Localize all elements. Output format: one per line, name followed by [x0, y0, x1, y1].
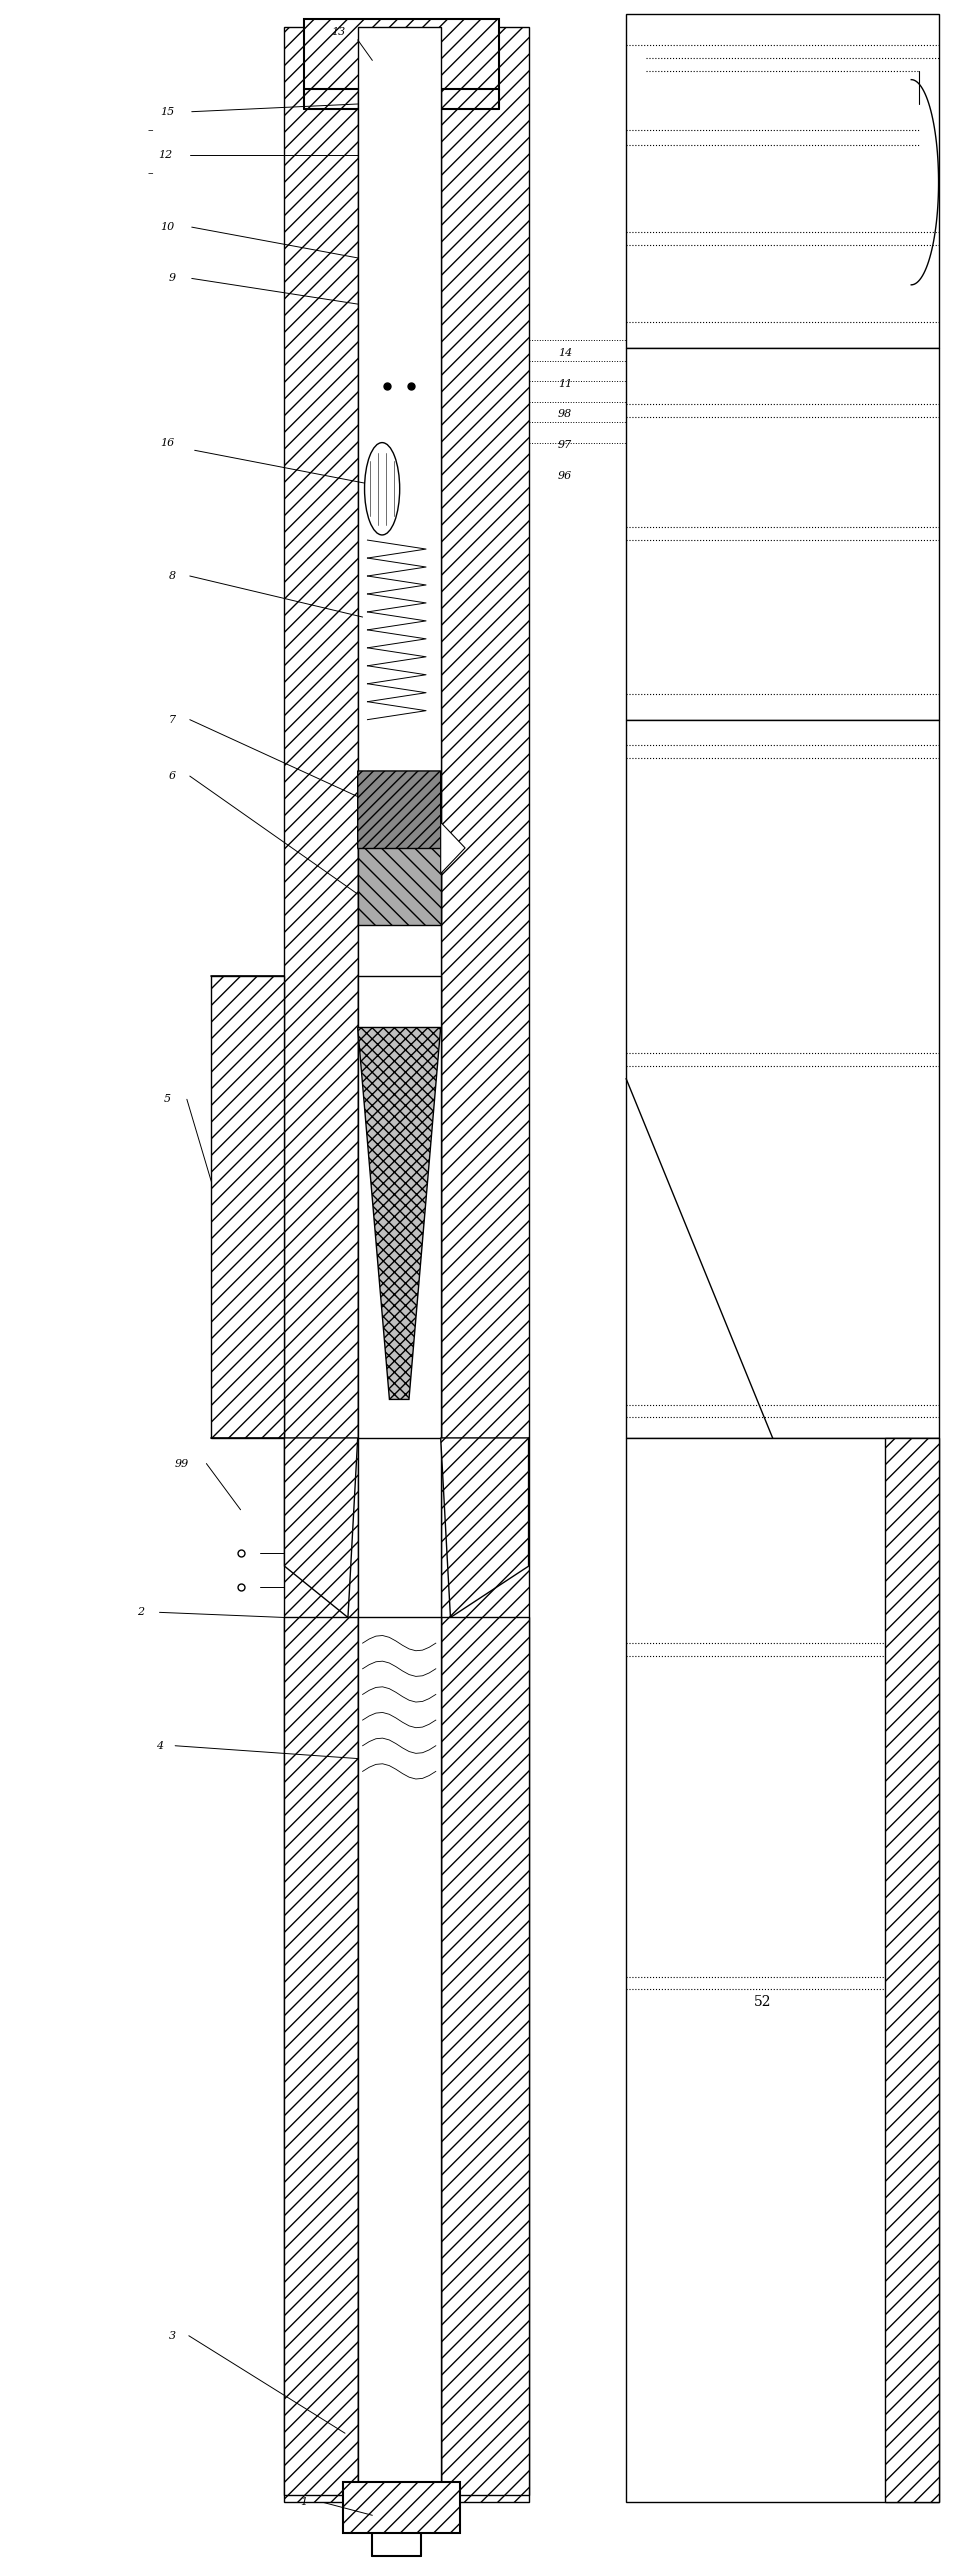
Text: 12: 12: [158, 152, 172, 159]
Text: 96: 96: [557, 470, 571, 480]
Bar: [304, 21, 499, 90]
Bar: [440, 1618, 528, 2494]
Text: 2: 2: [137, 1608, 145, 1618]
Polygon shape: [357, 1027, 440, 1400]
Text: 9: 9: [168, 272, 176, 282]
Bar: [440, 28, 528, 2501]
Text: –: –: [148, 169, 154, 177]
Bar: [884, 1438, 938, 2501]
Text: 14: 14: [557, 347, 571, 357]
Bar: [285, 28, 357, 2501]
Text: 16: 16: [160, 437, 174, 447]
Bar: [342, 2481, 460, 2532]
Polygon shape: [285, 1438, 357, 1618]
Bar: [285, 1618, 357, 2494]
Text: 97: 97: [557, 439, 571, 449]
Text: 7: 7: [168, 714, 176, 724]
Bar: [626, 15, 938, 347]
Text: 4: 4: [156, 1741, 163, 1751]
Polygon shape: [440, 1438, 528, 1618]
Bar: [626, 719, 938, 1438]
Polygon shape: [440, 822, 465, 873]
Bar: [357, 1618, 440, 2494]
Text: 6: 6: [168, 770, 176, 781]
Bar: [211, 976, 285, 1438]
Polygon shape: [357, 770, 440, 899]
Text: 10: 10: [160, 221, 174, 231]
Text: –: –: [148, 126, 154, 134]
Text: 11: 11: [557, 377, 571, 388]
Bar: [626, 1438, 938, 2501]
Bar: [626, 347, 938, 719]
Text: 15: 15: [160, 108, 174, 116]
Text: 8: 8: [168, 570, 176, 580]
Bar: [357, 976, 440, 1438]
Text: 52: 52: [753, 1995, 771, 2008]
Text: 5: 5: [163, 1094, 171, 1104]
Text: 3: 3: [168, 2332, 176, 2342]
Text: 13: 13: [331, 28, 345, 36]
Text: 98: 98: [557, 408, 571, 419]
Text: 99: 99: [175, 1459, 189, 1469]
Text: 1: 1: [300, 2499, 307, 2506]
Bar: [357, 847, 440, 924]
Circle shape: [364, 442, 399, 534]
Bar: [357, 28, 440, 2501]
